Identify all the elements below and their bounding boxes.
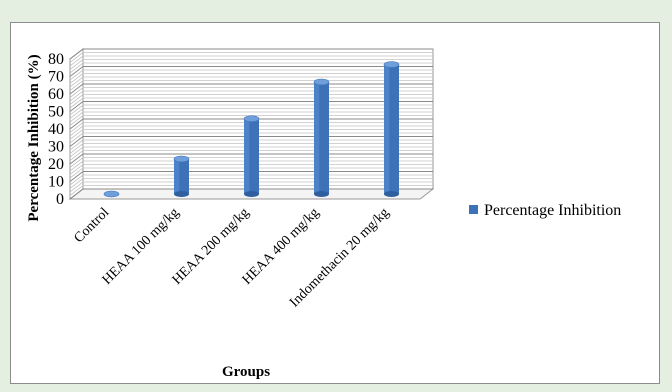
bar-base [314, 191, 329, 197]
y-axis-title: Percentage Inhibition (%) [26, 54, 42, 221]
y-tick-label: 40 [48, 121, 64, 138]
gridline-minor [69, 76, 433, 88]
gridline-minor [69, 52, 433, 63]
gridline-minor [69, 69, 433, 81]
bar-top [243, 115, 260, 123]
y-tick-label: 0 [56, 191, 64, 208]
bar-top [173, 155, 190, 163]
y-tick-label: 70 [48, 69, 64, 86]
bar [173, 155, 190, 197]
x-category-label: HEAA 200 mg/kg [170, 205, 253, 288]
gridline-major [69, 48, 433, 60]
bar-base [244, 191, 259, 197]
gridline-minor [69, 62, 433, 74]
y-tick-label: 10 [48, 174, 64, 191]
bar-highlight [174, 159, 180, 194]
y-tick-label: 20 [48, 156, 64, 173]
bar-highlight [244, 118, 250, 194]
x-category-label: Control [71, 205, 112, 246]
bar [313, 78, 330, 197]
bar [243, 115, 260, 197]
gridline-minor [69, 73, 433, 84]
bar-top [383, 61, 400, 68]
bar-top [103, 190, 120, 198]
x-category-label: HEAA 100 mg/kg [100, 205, 183, 288]
y-tick-label: 50 [48, 104, 64, 121]
bar-top [313, 78, 330, 86]
y-tick-label: 60 [48, 86, 64, 103]
y-tick-label: 80 [48, 51, 64, 68]
x-axis-title: Groups [222, 364, 270, 380]
gridline-minor [69, 55, 433, 67]
x-category-label: HEAA 400 mg/kg [240, 205, 323, 288]
bars [103, 61, 400, 198]
legend: Percentage Inhibition [469, 202, 621, 219]
gridline-major [69, 66, 433, 77]
bar-base [174, 191, 189, 197]
bar-base [384, 191, 399, 197]
legend-swatch [469, 205, 478, 214]
bar-highlight [314, 82, 320, 194]
bar-highlight [384, 64, 390, 194]
bar [103, 190, 120, 198]
gridline-minor [69, 59, 433, 70]
legend-label: Percentage Inhibition [484, 202, 621, 219]
y-tick-label: 30 [48, 139, 64, 156]
bar [383, 61, 400, 197]
gridlines [69, 48, 433, 200]
